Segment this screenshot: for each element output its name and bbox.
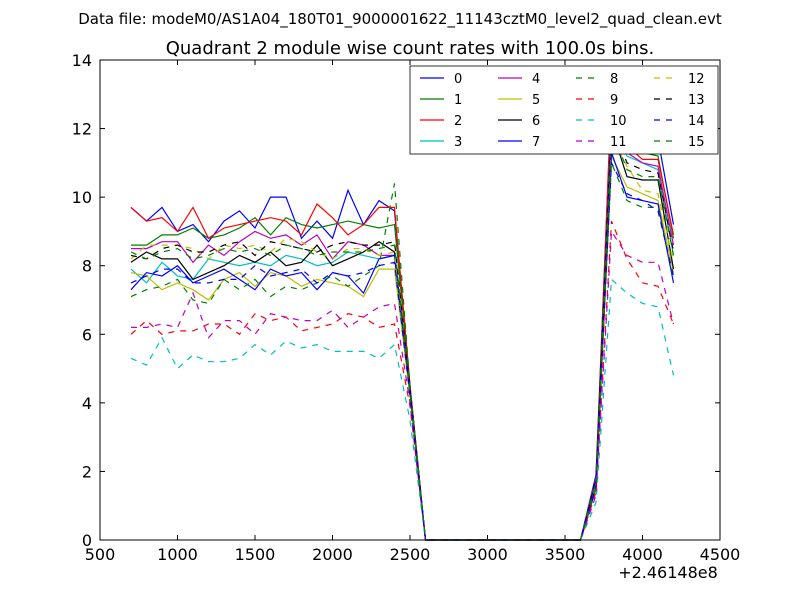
series-line-7: [130, 152, 675, 541]
figure-suptitle: Data file: modeM0/AS1A04_180T01_90000016…: [78, 10, 722, 29]
legend-label: 6: [532, 114, 540, 129]
axis-ticks: 500 1000 1500 2000 2500 3000 3500 4000 4500 0 2 4 6 8…: [72, 51, 741, 564]
y-tick-label: 2: [82, 462, 92, 481]
series-line-13: [130, 121, 675, 541]
x-tick-label: 4500: [700, 545, 741, 564]
x-tick-label: 4000: [622, 545, 663, 564]
legend-label: 15: [688, 135, 705, 150]
y-tick-label: 0: [82, 531, 92, 550]
series-line-14: [130, 160, 675, 541]
x-tick-label: 2000: [312, 545, 353, 564]
axes-frame: [99, 59, 721, 541]
legend-label: 1: [454, 93, 462, 108]
y-tick-label: 6: [82, 325, 92, 344]
series-line-8: [130, 162, 675, 541]
y-tick-label: 12: [72, 120, 92, 139]
legend-label: 0: [454, 72, 462, 87]
legend-label: 5: [532, 93, 540, 108]
y-tick-label: 8: [82, 257, 92, 276]
series-line-5: [130, 153, 675, 541]
series-line-10: [130, 278, 675, 541]
legend-box: [409, 65, 719, 155]
x-tick-label: 1000: [157, 545, 198, 564]
x-tick-label: 500: [85, 545, 116, 564]
x-tick-label: 3500: [545, 545, 586, 564]
legend-label: 11: [610, 135, 627, 150]
y-tick-label: 14: [72, 51, 92, 70]
legend-label: 2: [454, 114, 462, 129]
legend-label: 4: [532, 72, 540, 87]
legend-label: 10: [610, 114, 627, 129]
legend-label: 12: [688, 72, 705, 87]
series-line-12: [130, 133, 675, 541]
legend-label: 14: [688, 114, 705, 129]
legend-label: 3: [454, 135, 462, 150]
x-tick-label: 1500: [235, 545, 276, 564]
y-tick-label: 4: [82, 394, 92, 413]
series-line-15: [130, 128, 675, 541]
legend-label: 8: [610, 72, 618, 87]
x-offset-label: +2.46148e8: [618, 563, 718, 582]
legend-label: 9: [610, 93, 618, 108]
series-lines: [130, 90, 675, 541]
legend-label: 7: [532, 135, 540, 150]
x-tick-label: 2500: [390, 545, 431, 564]
chart-title: Quadrant 2 module wise count rates with …: [166, 38, 655, 59]
y-tick-label: 10: [72, 188, 92, 207]
legend-label: 13: [688, 93, 705, 108]
x-tick-label: 3000: [467, 545, 508, 564]
